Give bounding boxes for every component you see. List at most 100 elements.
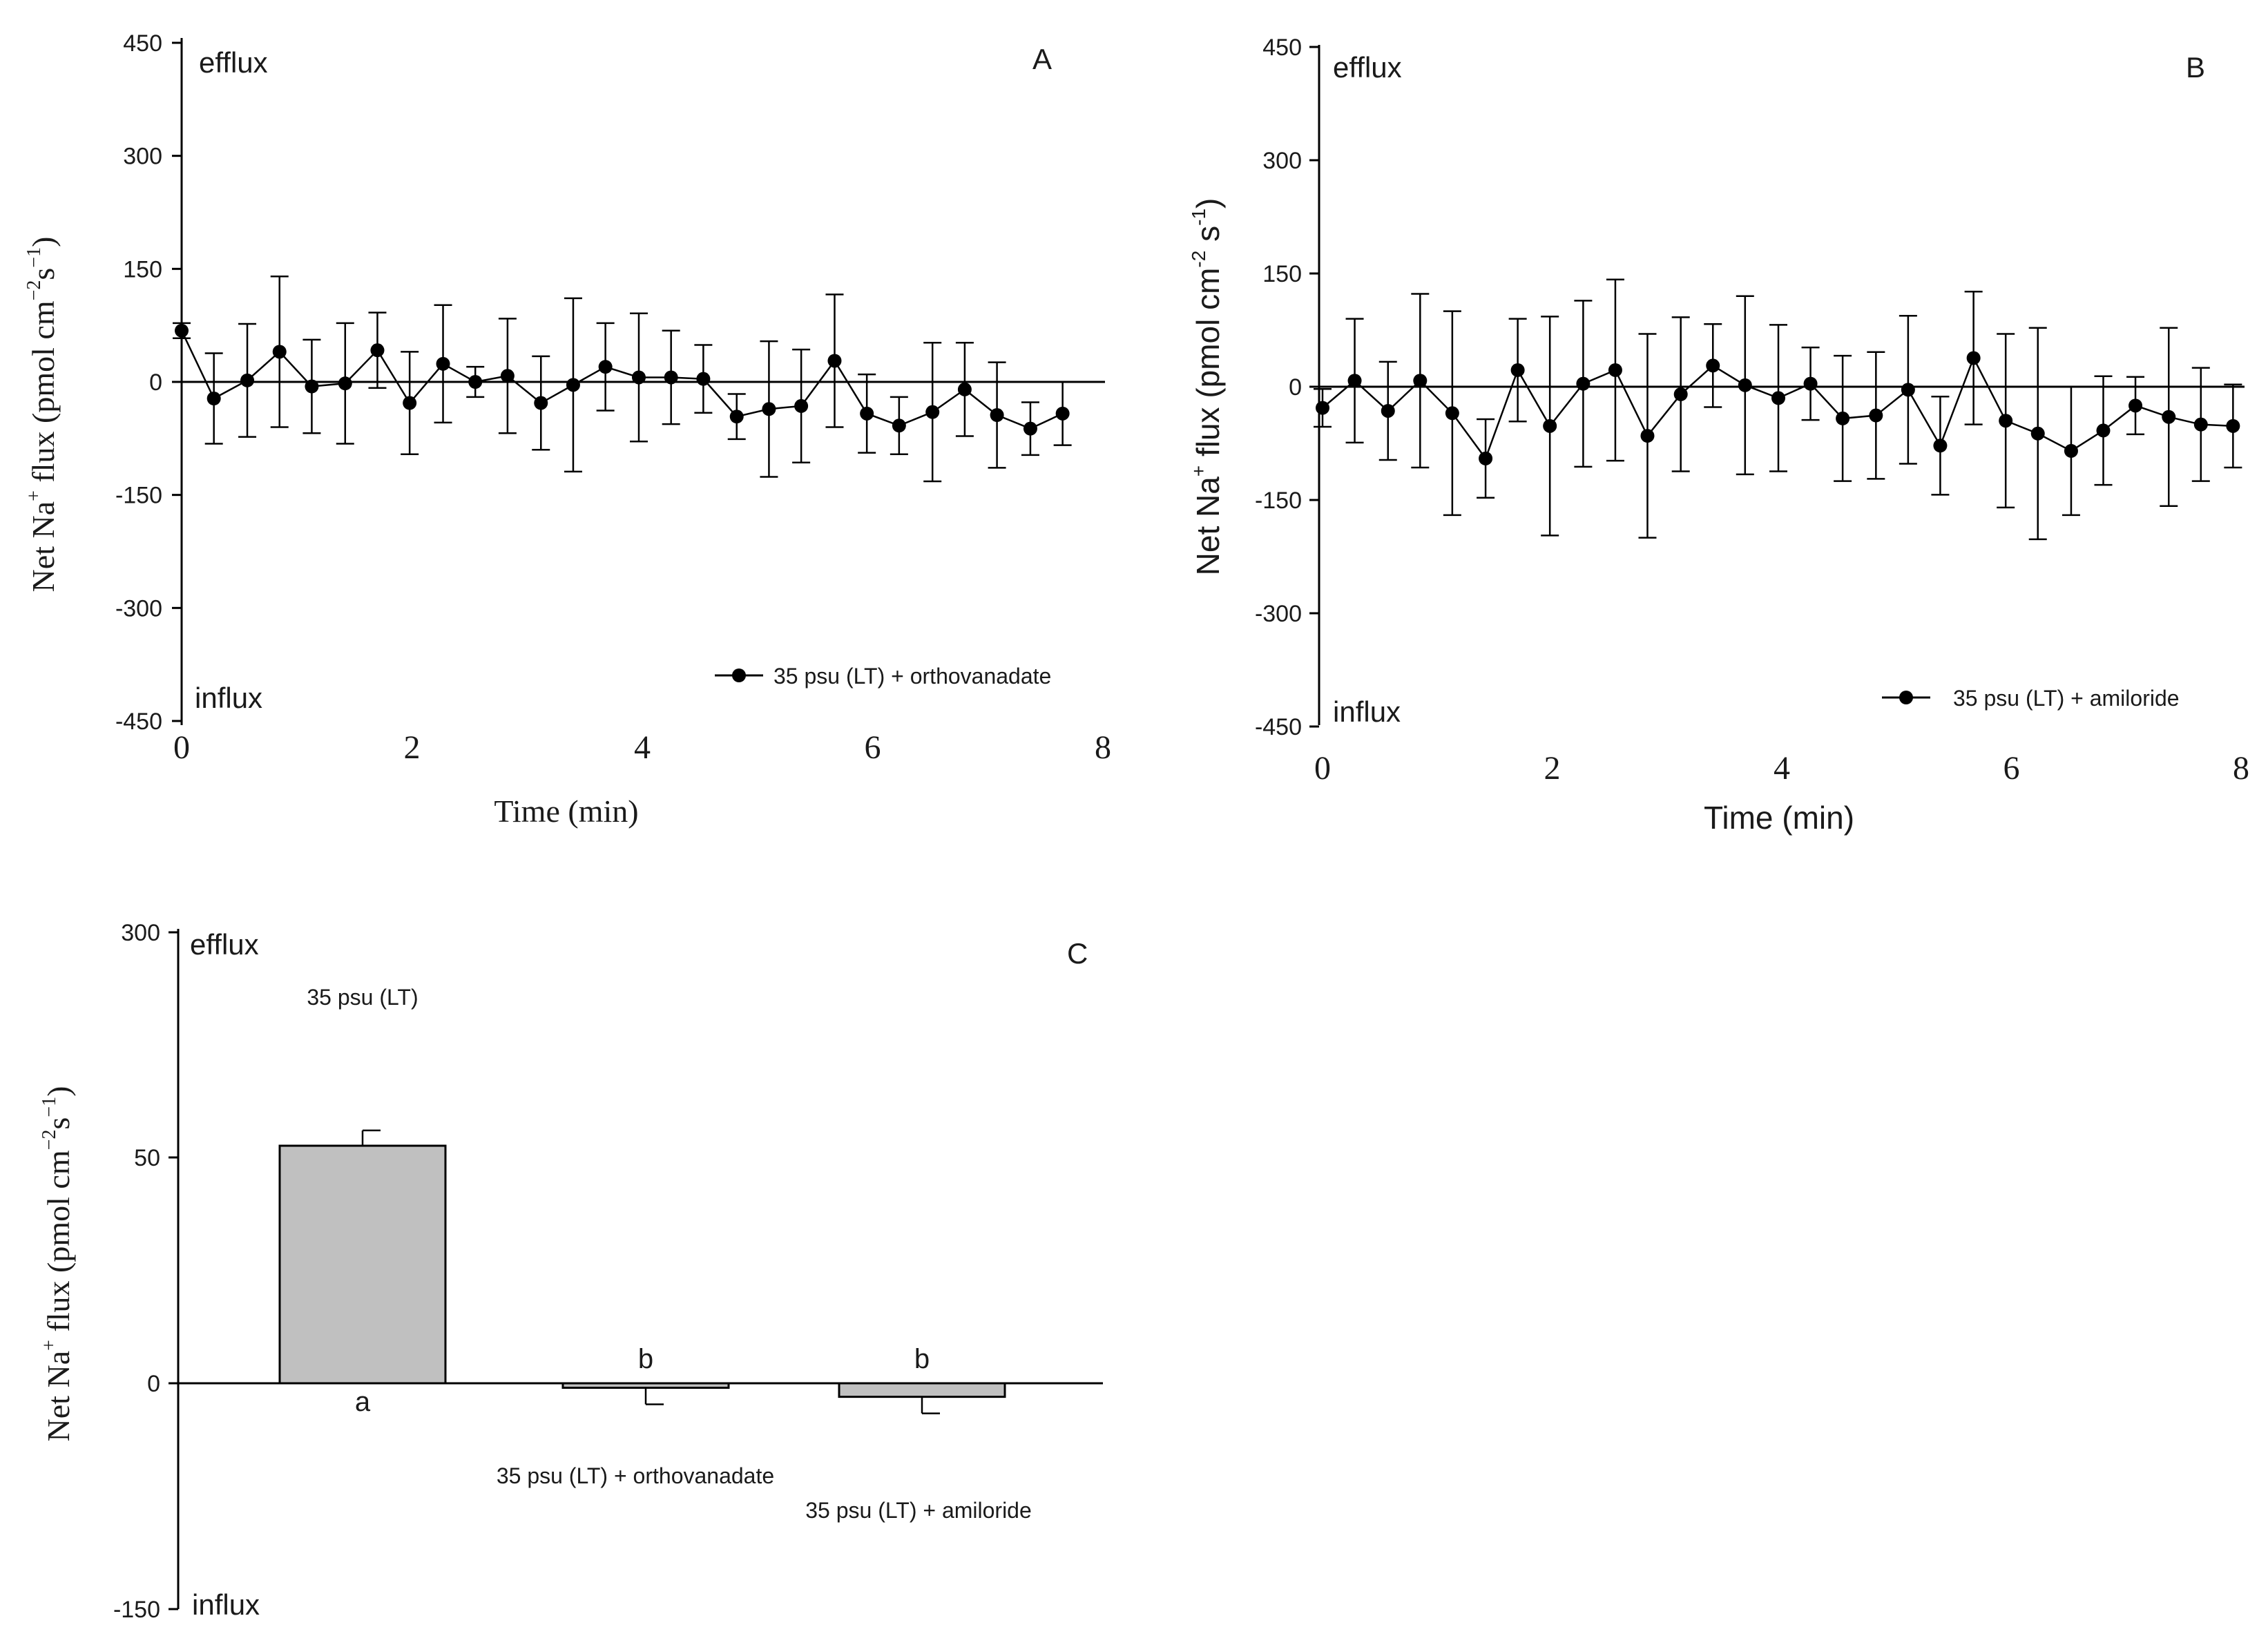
panel-b-y-title-close: ) — [1190, 198, 1226, 209]
panel-c-y-title-sup-m2: −2 — [39, 1130, 60, 1151]
panel-b-efflux-label: efflux — [1333, 51, 1402, 84]
panel-a-data-point — [957, 382, 972, 396]
panel-b-y-title-sup-m1: -1 — [1188, 209, 1209, 226]
panel-b-data-point — [1413, 374, 1428, 388]
panel-b-data-point — [2193, 417, 2208, 432]
panel-b-data-point — [1999, 414, 2013, 428]
panel-b-x-tick-label: 0 — [1314, 750, 1331, 787]
panel-b-data-point — [1933, 439, 1948, 453]
panel-a-x-tick-label: 0 — [173, 729, 190, 766]
panel-b-data-point — [1576, 376, 1591, 391]
panel-b-data-point — [1738, 378, 1752, 392]
panel-c-letter: C — [1067, 937, 1088, 970]
panel-a-y-title-close: ) — [26, 237, 61, 247]
panel-a-data-point — [696, 372, 711, 386]
panel-a-y-tick-label: -300 — [115, 595, 162, 622]
panel-a-data-point — [827, 354, 842, 368]
panel-c: 300 50 0 -150 a 35 psu (LT) b 35 psu (LT) + or… — [39, 920, 1103, 1623]
panel-b-data-point — [1836, 411, 1850, 425]
panel-b-x-tick-label: 8 — [2233, 750, 2249, 787]
panel-a-legend: 35 psu (LT) + orthovanadate — [715, 664, 1051, 689]
panel-a-data-point — [566, 378, 580, 392]
panel-b-data-point — [1771, 391, 1786, 405]
panel-b-data-point — [1543, 419, 1557, 433]
panel-b-y-tick-label: 150 — [1262, 261, 1302, 287]
panel-a-legend-label: 35 psu (LT) + orthovanadate — [773, 664, 1051, 689]
panel-a-data-point — [338, 376, 352, 391]
panel-c-category-label: 35 psu (LT) + orthovanadate — [497, 1463, 774, 1488]
panel-c-y-title-sup-m1: −1 — [39, 1097, 60, 1117]
panel-c-significance-letter: b — [638, 1344, 653, 1374]
panel-b-y-title-rest: flux (pmol cm — [1190, 268, 1226, 465]
panel-b-data-point — [1316, 401, 1329, 415]
panel-a-data-point — [305, 379, 319, 394]
panel-a-data-point — [794, 398, 809, 413]
panel-a-data-point — [206, 392, 221, 406]
panel-a-data-point — [762, 402, 776, 416]
panel-b-data-point — [1966, 351, 1981, 365]
panel-a-y-tick-label: -150 — [115, 483, 162, 509]
panel-a-y-tick-label: 300 — [123, 144, 162, 170]
panel-a-data-point — [925, 405, 940, 419]
panel-b-data-point — [2162, 410, 2176, 424]
panel-a-y-title-sup-m1: −1 — [23, 247, 45, 268]
panel-b-data-point — [1673, 387, 1688, 401]
panel-b-x-tick-label: 4 — [1774, 750, 1790, 787]
panel-a-x-tick-label: 4 — [634, 729, 651, 766]
panel-a-data-point — [1023, 421, 1037, 436]
panel-c-y-title-rest: flux (pmol cm — [41, 1150, 76, 1340]
panel-a-y-title-s: s — [26, 268, 61, 280]
panel-b-y-tick-label: 450 — [1262, 35, 1302, 61]
panel-a-data-point — [892, 419, 906, 433]
panel-a-data-point — [534, 396, 548, 410]
panel-b-data-point — [1510, 363, 1525, 377]
panel-a-data-point — [664, 370, 678, 385]
panel-a-y-axis-title: Net Na+ flux (pmol cm−2s−1) — [23, 237, 61, 593]
panel-b-data-point — [2128, 398, 2143, 413]
panel-a-x-tick-label: 6 — [865, 729, 881, 766]
panel-b-legend: 35 psu (LT) + amiloride — [1882, 686, 2180, 711]
panel-b-x-tick-label: 6 — [2003, 750, 2020, 787]
panel-c-significance-letter: b — [914, 1344, 930, 1374]
panel-a-y-title-main: Net Na — [26, 501, 61, 593]
panel-a-x-tick-label: 2 — [404, 729, 421, 766]
panel-b-legend-label: 35 psu (LT) + amiloride — [1953, 686, 2180, 711]
panel-a-x-tick-label: 8 — [1095, 729, 1111, 766]
panel-b-y-tick-label: 0 — [1289, 374, 1302, 401]
panel-b-data-point — [1608, 363, 1622, 377]
panel-a: 450 300 150 0 -150 -300 -450 0 2 4 6 8 efflux infl… — [23, 30, 1111, 829]
panel-b-data-point — [1901, 383, 1915, 397]
panel-b-y-title-s: s — [1190, 226, 1226, 251]
panel-a-efflux-label: efflux — [199, 46, 268, 79]
panel-b-y-title-sup-plus: + — [1188, 465, 1209, 477]
panel-b-y-tick-label: -300 — [1255, 601, 1302, 627]
panel-a-data-point — [631, 370, 646, 385]
panel-b-data-point — [2030, 426, 2045, 441]
panel-c-y-axis-title: Net Na+ flux (pmol cm−2s−1) — [39, 1086, 76, 1442]
panel-b-x-title-text: Time (min) — [1704, 800, 1854, 836]
panel-a-x-title-text: Time (min) — [494, 793, 638, 829]
panel-a-series-line — [180, 330, 1064, 430]
panel-a-legend-marker — [732, 668, 746, 682]
panel-c-influx-label: influx — [192, 1588, 260, 1621]
panel-a-influx-label: influx — [195, 682, 262, 714]
panel-b-y-title-main: Net Na — [1190, 477, 1226, 576]
panel-c-bar — [278, 1144, 447, 1385]
panel-c-y-title-close: ) — [41, 1086, 76, 1097]
panel-a-y-title-sup-plus: + — [23, 490, 45, 501]
panel-c-category-label: 35 psu (LT) — [307, 985, 418, 1010]
panel-a-y-tick-label: 150 — [123, 256, 162, 282]
panel-b-data-point — [2064, 443, 2078, 458]
panel-c-efflux-label: efflux — [190, 928, 259, 961]
panel-b: 450 300 150 0 -150 -300 -450 0 2 4 6 8 efflux infl… — [1188, 35, 2249, 836]
panel-a-y-tick-label: -450 — [115, 709, 162, 735]
panel-a-y-title-sup-m2: −2 — [23, 280, 45, 301]
panel-a-x-axis-title: Time (min) — [494, 793, 638, 829]
panel-b-data-point — [1479, 451, 1493, 465]
panel-c-bar — [838, 1382, 1006, 1398]
panel-a-data-point — [860, 406, 874, 421]
panel-a-y-title-rest: flux (pmol cm — [26, 300, 61, 490]
panel-b-letter: B — [2186, 51, 2205, 84]
panel-b-data-point — [1869, 408, 1883, 423]
panel-a-data-point — [370, 343, 385, 358]
